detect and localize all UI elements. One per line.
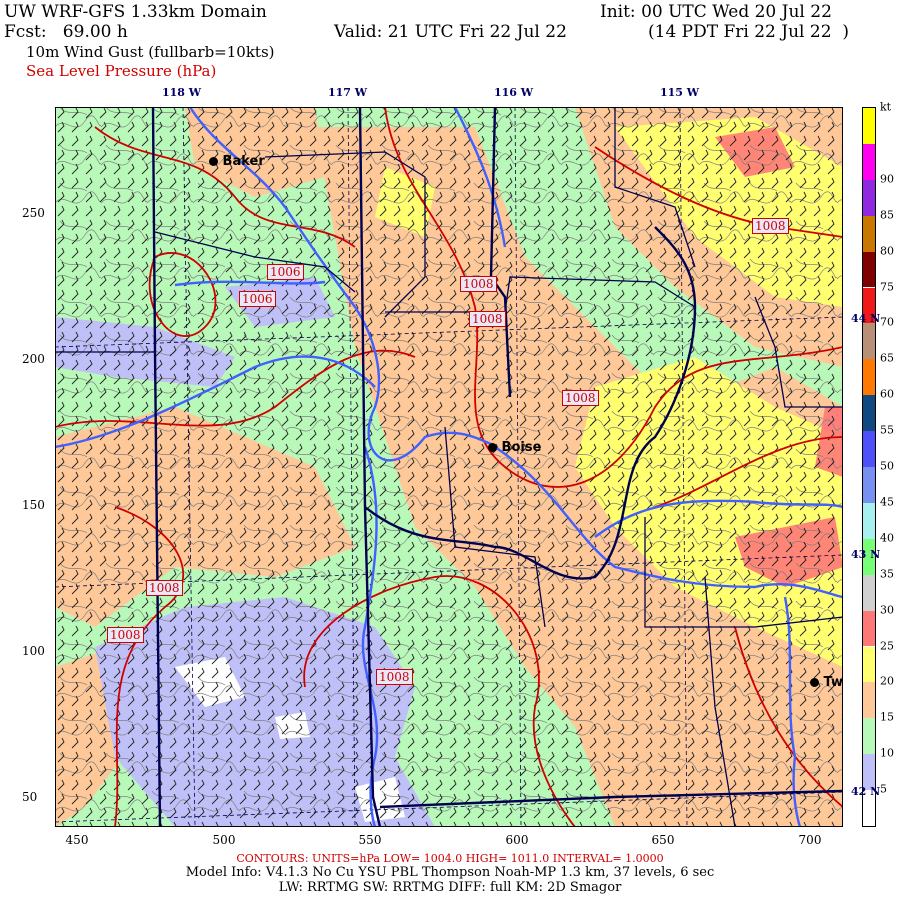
town-tw: Tw bbox=[810, 675, 843, 690]
colorbar-label: 85 bbox=[880, 208, 894, 222]
colorbar-label: 60 bbox=[880, 387, 894, 401]
colorbar-label: 40 bbox=[880, 531, 894, 545]
forecast-hour: Fcst: 69.00 h bbox=[4, 22, 128, 42]
contour-info: CONTOURS: UNITS=hPa LOW= 1004.0 HIGH= 10… bbox=[236, 852, 664, 865]
colorbar-segment bbox=[863, 790, 875, 826]
colorbar-segment bbox=[863, 610, 875, 647]
town-label: Tw bbox=[823, 675, 843, 690]
field-slp: Sea Level Pressure (hPa) bbox=[26, 62, 217, 80]
colorbar-segment bbox=[863, 431, 875, 467]
pressure-label: 1006 bbox=[267, 264, 304, 280]
colorbar-segment bbox=[863, 215, 875, 252]
colorbar-label: 45 bbox=[880, 495, 894, 509]
lon-label: 116 W bbox=[494, 86, 534, 99]
colorbar-label: 20 bbox=[880, 674, 894, 688]
colorbar-label: 15 bbox=[880, 710, 894, 724]
pressure-label: 1008 bbox=[146, 580, 183, 596]
colorbar-label: 50 bbox=[880, 459, 894, 473]
colorbar-segment bbox=[863, 108, 875, 144]
colorbar-segment bbox=[863, 251, 875, 288]
valid-time: Valid: 21 UTC Fri 22 Jul 22 bbox=[334, 22, 567, 42]
lon-label: 117 W bbox=[328, 86, 368, 99]
map-frame bbox=[55, 107, 843, 827]
colorbar-segment bbox=[863, 502, 875, 539]
town-label: Baker bbox=[222, 154, 265, 169]
init-time: Init: 00 UTC Wed 20 Jul 22 bbox=[600, 2, 832, 22]
colorbar-label: 75 bbox=[880, 280, 894, 293]
colorbar-segment bbox=[863, 143, 875, 180]
town-baker: Baker bbox=[209, 154, 265, 169]
colorbar-label: 65 bbox=[880, 351, 894, 365]
town-dot-icon bbox=[488, 443, 497, 452]
colorbar-unit: kt bbox=[880, 100, 892, 114]
county-borders bbox=[55, 107, 843, 827]
colorbar-label: 90 bbox=[880, 172, 894, 186]
colorbar-label: 30 bbox=[880, 603, 894, 617]
colorbar-segment bbox=[863, 359, 875, 396]
colorbar-segment bbox=[863, 574, 875, 611]
x-tick: 500 bbox=[212, 833, 236, 847]
x-tick: 600 bbox=[505, 833, 529, 847]
y-tick: 100 bbox=[22, 644, 45, 658]
lat-label: 43 N bbox=[851, 548, 881, 561]
colorbar-label: 55 bbox=[880, 423, 894, 437]
colorbar-segment bbox=[863, 538, 875, 575]
x-tick: 550 bbox=[358, 833, 382, 847]
colorbar-label: 25 bbox=[880, 639, 894, 652]
pressure-label: 1008 bbox=[376, 669, 413, 685]
map-canvas bbox=[55, 107, 843, 827]
lon-label: 115 W bbox=[660, 86, 700, 99]
pressure-label: 1008 bbox=[107, 627, 144, 643]
lat-label: 42 N bbox=[851, 785, 881, 798]
colorbar-label: 70 bbox=[880, 315, 894, 329]
colorbar-segment bbox=[863, 179, 875, 216]
town-dot-icon bbox=[209, 157, 218, 166]
model-info: Model Info: V4.1.3 No Cu YSU PBL Thompso… bbox=[185, 865, 715, 880]
colorbar-segment bbox=[863, 646, 875, 683]
physics-info: LW: RRTMG SW: RRTMG DIFF: full KM: 2D Sm… bbox=[278, 880, 622, 895]
x-tick: 450 bbox=[65, 833, 89, 847]
colorbar-segment bbox=[863, 323, 875, 360]
rivers bbox=[55, 107, 843, 827]
local-time: (14 PDT Fri 22 Jul 22 ) bbox=[648, 22, 849, 42]
colorbar-label: 5 bbox=[880, 782, 887, 796]
y-tick: 150 bbox=[22, 498, 45, 512]
y-tick: 250 bbox=[22, 206, 45, 220]
colorbar-segment bbox=[863, 287, 875, 324]
pressure-label: 1008 bbox=[752, 218, 789, 234]
colorbar-segment bbox=[863, 395, 875, 432]
map-title: UW WRF-GFS 1.33km Domain bbox=[4, 2, 267, 22]
y-tick: 200 bbox=[22, 352, 45, 366]
town-label: Boise bbox=[501, 440, 542, 455]
wind-barbs bbox=[55, 107, 843, 827]
colorbar-segment bbox=[863, 718, 875, 755]
colorbar-segment bbox=[863, 467, 875, 503]
lat-label: 44 N bbox=[851, 312, 881, 325]
colorbar-label: 10 bbox=[880, 746, 894, 760]
pressure-label: 1008 bbox=[469, 311, 506, 327]
colorbar-segment bbox=[863, 682, 875, 719]
colorbar-segment bbox=[863, 754, 875, 791]
pressure-label: 1008 bbox=[562, 390, 599, 406]
x-tick: 650 bbox=[651, 833, 675, 847]
colorbar-label: 80 bbox=[880, 244, 894, 258]
town-dot-icon bbox=[810, 678, 819, 687]
lon-label: 118 W bbox=[162, 86, 202, 99]
town-boise: Boise bbox=[488, 440, 541, 455]
gust-colorbar bbox=[862, 107, 876, 827]
x-tick: 700 bbox=[798, 833, 822, 847]
y-tick: 50 bbox=[22, 790, 38, 804]
pressure-label: 1006 bbox=[239, 291, 276, 307]
slp-contours bbox=[55, 107, 843, 827]
colorbar-label: 35 bbox=[880, 567, 894, 581]
field-wind-gust: 10m Wind Gust (fullbarb=10kts) bbox=[26, 43, 275, 61]
pressure-label: 1008 bbox=[460, 276, 497, 292]
